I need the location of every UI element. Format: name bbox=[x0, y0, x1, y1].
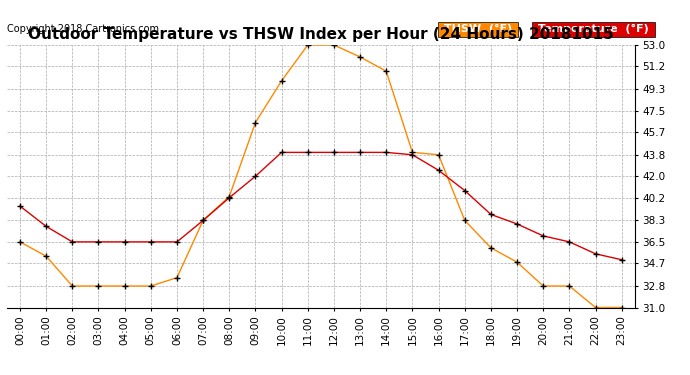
Title: Outdoor Temperature vs THSW Index per Hour (24 Hours) 20181015: Outdoor Temperature vs THSW Index per Ho… bbox=[28, 27, 613, 42]
Text: Copyright 2018 Cartronics.com: Copyright 2018 Cartronics.com bbox=[7, 24, 159, 34]
Text: THSW  (°F): THSW (°F) bbox=[440, 24, 516, 34]
Text: Temperature  (°F): Temperature (°F) bbox=[534, 24, 653, 34]
